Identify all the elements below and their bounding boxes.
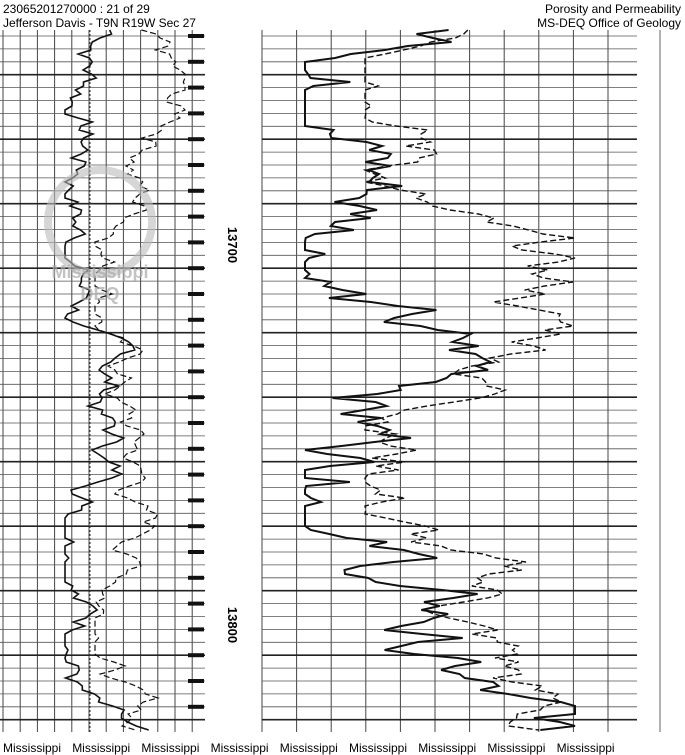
agency: MS-DEQ Office of Geology [537,16,681,30]
log-curve [94,29,187,731]
footer-label: Mississippi [557,741,615,755]
log-type: Porosity and Permeability [544,2,681,16]
depth-tick [188,679,204,683]
depth-tick [188,369,204,374]
depth-label: 13800 [225,607,240,643]
footer-label: Mississippi [72,741,130,755]
watermark-logo [44,166,156,278]
footer-label: Mississippi [487,741,545,755]
depth-tick [188,395,204,400]
depth-tick [188,214,204,219]
depth-tick [188,524,204,529]
well-id: 23065201270000 : 21 of 29 [3,2,150,16]
log-curve [63,29,149,731]
depth-tick [188,601,204,606]
footer-label: Mississippi [141,741,199,755]
depth-tick [188,446,204,451]
depth-tick [188,421,204,425]
depth-tick [188,34,204,38]
footer-label: Mississippi [349,741,407,755]
depth-tick [188,575,204,580]
watermark: Mississippi [51,262,148,282]
depth-label: 13700 [225,227,240,263]
footer-label: Mississippi [418,741,476,755]
depth-tick [188,292,204,296]
footer-label: Mississippi [3,741,61,755]
depth-tick [188,343,204,348]
depth-tick [188,85,204,90]
depth-tick [188,59,204,64]
depth-tick [188,137,204,142]
depth-tick [188,550,204,554]
depth-tick [188,627,204,632]
depth-tick [188,472,204,477]
depth-tick [188,163,204,167]
depth-tick [188,498,204,503]
depth-tick [188,653,204,658]
depth-tick [188,317,204,322]
depth-tick [188,240,204,245]
location: Jefferson Davis - T9N R19W Sec 27 [3,16,196,30]
depth-tick [188,266,204,271]
log-curve [362,29,576,731]
depth-tick [188,704,204,709]
log-curve [302,29,576,731]
footer-label: Mississippi [211,741,269,755]
depth-tick [188,188,204,193]
footer-label: Mississippi [280,741,338,755]
watermark: DEQ [80,284,119,304]
depth-tick [188,111,204,116]
